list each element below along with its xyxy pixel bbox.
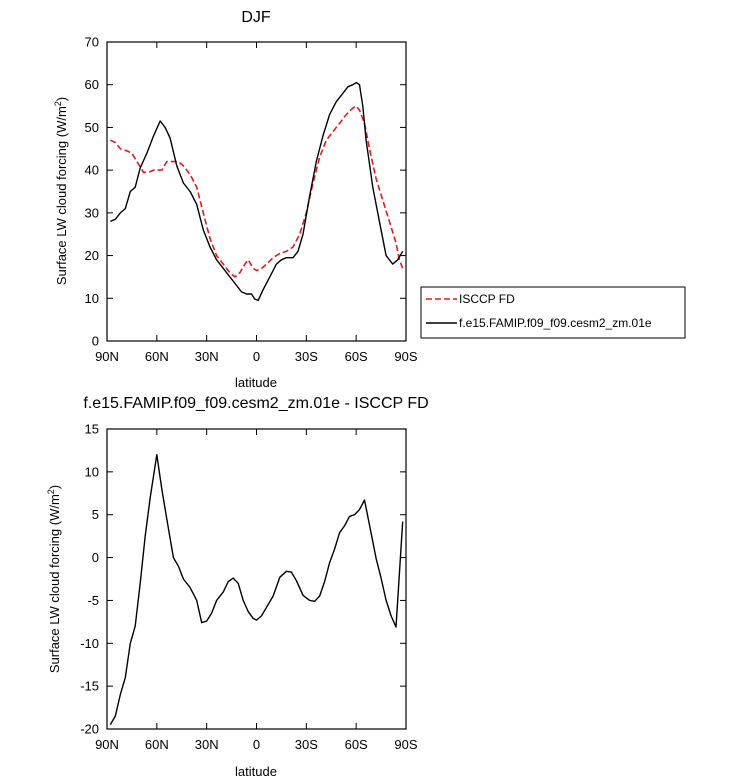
top-chart-series xyxy=(109,81,404,302)
top-ytick-label: 20 xyxy=(85,248,99,263)
bottom-xtick-label: 30N xyxy=(195,737,219,752)
bottom-xtick-label: 90S xyxy=(394,737,417,752)
bottom-chart-ylabel-main: Surface LW cloud forcing (W/m xyxy=(47,494,62,673)
top-xtick-label: 60N xyxy=(145,349,169,364)
top-chart-ylabel-main: Surface LW cloud forcing (W/m xyxy=(54,106,69,285)
top-series-line-1 xyxy=(110,81,404,302)
top-ytick-label: 30 xyxy=(85,205,99,220)
bottom-ytick-label: 15 xyxy=(85,422,99,437)
top-xtick-label: 90S xyxy=(394,349,417,364)
bottom-ytick-label: -15 xyxy=(80,679,99,694)
bottom-series-line-0 xyxy=(109,454,404,726)
bottom-ytick-label: 5 xyxy=(92,507,99,522)
bottom-ytick-label: 0 xyxy=(92,550,99,565)
bottom-ytick-label: 10 xyxy=(85,464,99,479)
top-ytick-label: 60 xyxy=(85,77,99,92)
bottom-xtick-label: 60S xyxy=(345,737,368,752)
top-xtick-label: 60S xyxy=(345,349,368,364)
bottom-chart-ylabel: Surface LW cloud forcing (W/m2) xyxy=(46,485,62,673)
top-chart-ylabel-end: ) xyxy=(54,97,69,101)
top-chart-panel: DJF 90N 60N 30N 0 30S 60S 90S 0 10 20 30 40 50 60 70 l… xyxy=(53,9,418,390)
top-chart-axes: 90N 60N 30N 0 30S 60S 90S 0 10 20 30 40 50 60 70 xyxy=(85,35,418,365)
bottom-chart-xlabel: latitude xyxy=(235,764,277,779)
top-chart-frame xyxy=(106,41,407,342)
bottom-xtick-label: 60N xyxy=(145,737,169,752)
top-ytick-label: 40 xyxy=(85,163,99,178)
bottom-xtick-label: 90N xyxy=(95,737,119,752)
top-series-line-0 xyxy=(109,105,404,278)
bottom-chart-panel: f.e15.FAMIP.f09_f09.cesm2_zm.01e - ISCCP… xyxy=(46,395,429,779)
bottom-chart-ylabel-sup: 2 xyxy=(46,489,56,494)
bottom-chart-series xyxy=(109,454,404,726)
top-ytick-label: 10 xyxy=(85,291,99,306)
chart-legend: ISCCP FD f.e15.FAMIP.f09_f09.cesm2_zm.01… xyxy=(420,286,686,339)
top-chart-xlabel: latitude xyxy=(235,375,277,390)
bottom-ytick-label: -5 xyxy=(87,593,99,608)
bottom-chart-axes: 90N 60N 30N 0 30S 60S 90S -20 -15 -10 -5 0 5 10 15 xyxy=(80,422,418,753)
bottom-xtick-label: 30S xyxy=(295,737,318,752)
bottom-chart-frame xyxy=(106,428,407,730)
top-ytick-label: 0 xyxy=(92,334,99,349)
top-chart-ylabel-sup: 2 xyxy=(53,101,63,106)
top-chart-title: DJF xyxy=(241,9,271,26)
legend-label-cesm2: f.e15.FAMIP.f09_f09.cesm2_zm.01e xyxy=(459,316,652,330)
top-xtick-label: 30S xyxy=(295,349,318,364)
bottom-chart-ylabel-end: ) xyxy=(47,485,62,489)
top-ytick-label: 70 xyxy=(85,35,99,50)
top-xtick-label: 30N xyxy=(195,349,219,364)
bottom-ytick-label: -10 xyxy=(80,636,99,651)
bottom-xtick-label: 0 xyxy=(253,737,260,752)
bottom-chart-title: f.e15.FAMIP.f09_f09.cesm2_zm.01e - ISCCP… xyxy=(83,395,428,412)
top-ytick-label: 50 xyxy=(85,120,99,135)
top-xtick-label: 90N xyxy=(95,349,119,364)
legend-label-isccp: ISCCP FD xyxy=(459,292,515,306)
legend-box xyxy=(420,286,686,339)
bottom-ytick-label: -20 xyxy=(80,722,99,737)
top-xtick-label: 0 xyxy=(253,349,260,364)
top-chart-ylabel: Surface LW cloud forcing (W/m2) xyxy=(53,97,69,285)
